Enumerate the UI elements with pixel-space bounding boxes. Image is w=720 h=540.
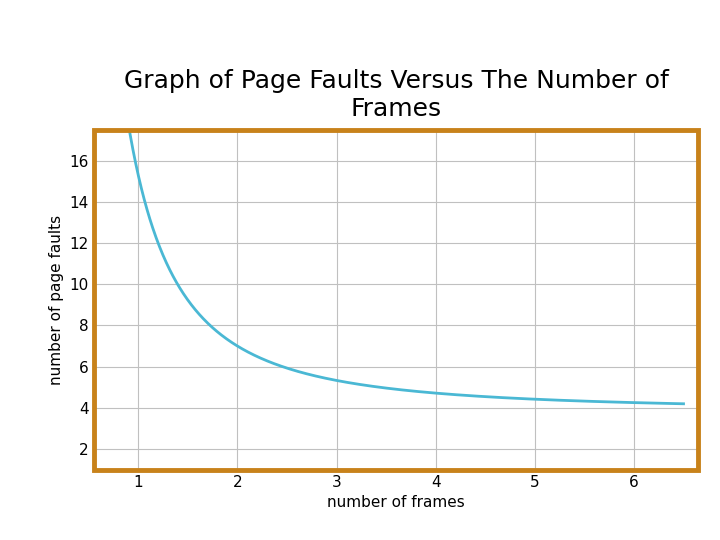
X-axis label: number of frames: number of frames bbox=[327, 495, 465, 510]
Bar bbox=[94, 130, 698, 470]
Title: Graph of Page Faults Versus The Number of
Frames: Graph of Page Faults Versus The Number o… bbox=[124, 69, 668, 121]
Y-axis label: number of page faults: number of page faults bbox=[49, 214, 64, 385]
